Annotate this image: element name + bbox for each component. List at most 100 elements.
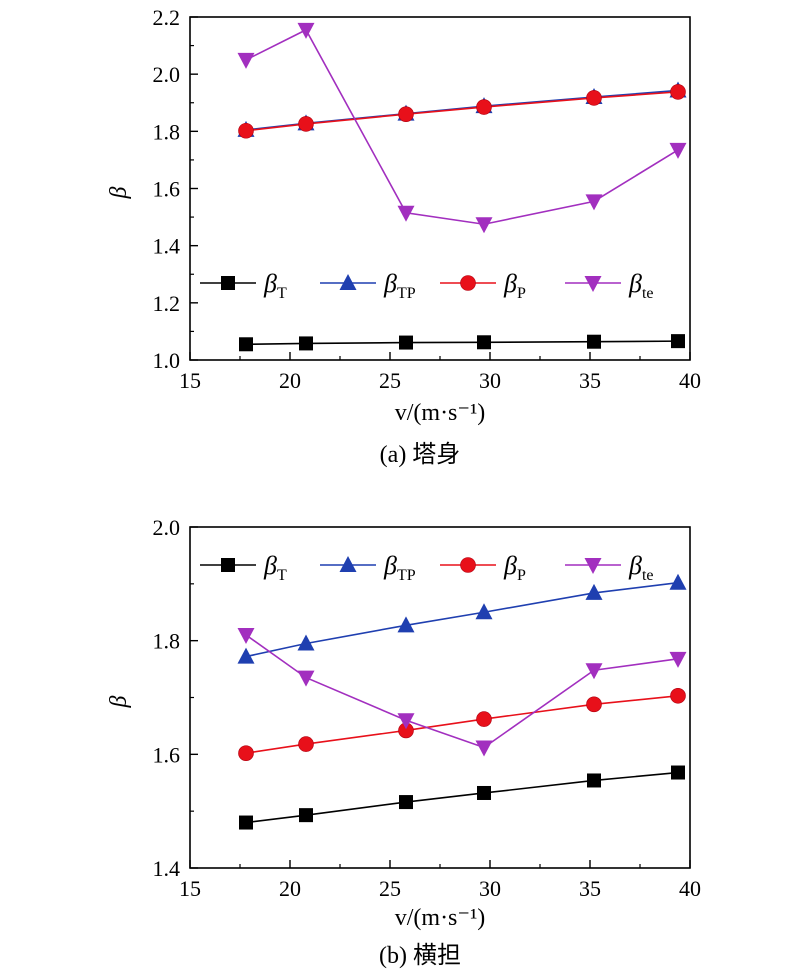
chart-b-point-p bbox=[298, 736, 314, 752]
chart-b-x-tick-label: 25 bbox=[379, 876, 401, 901]
chart-b-point-tp bbox=[669, 573, 687, 590]
chart-a-point-te bbox=[475, 217, 493, 234]
chart-b-legend-symbol: β bbox=[263, 551, 277, 580]
chart-a-point-te bbox=[297, 22, 315, 39]
chart-b-point-te bbox=[585, 663, 603, 680]
chart-b-point-t bbox=[399, 795, 413, 810]
chart-a-legend-subscript: TP bbox=[397, 285, 416, 302]
chart-b-x-tick-label: 20 bbox=[279, 876, 301, 901]
chart-b-y-tick-label: 1.6 bbox=[153, 742, 181, 767]
chart-panel-a: 15 20 25 30 35 40 1.0 1.2 1.4 1.6 1.8 2.0 2.2 β v/(m·s… bbox=[106, 5, 701, 468]
chart-a-y-tick-label: 2.2 bbox=[153, 5, 181, 30]
chart-b-legend-label: βT bbox=[263, 551, 287, 584]
chart-b-legend-marker bbox=[339, 556, 357, 572]
chart-b-x-tick-label: 15 bbox=[179, 876, 201, 901]
chart-b-point-t bbox=[587, 773, 601, 788]
chart-a-x-axis-title: v/(m·s⁻¹) bbox=[395, 400, 486, 426]
chart-a-point-p bbox=[476, 99, 492, 115]
chart-b-legend-item-t: βT bbox=[200, 551, 287, 584]
chart-a-caption: (a) 塔身 bbox=[380, 441, 461, 468]
chart-a-point-t bbox=[239, 337, 253, 352]
chart-a-legend-symbol: β bbox=[263, 269, 277, 298]
chart-a-point-t bbox=[587, 334, 601, 349]
chart-b-x-axis-title: v/(m·s⁻¹) bbox=[395, 905, 486, 931]
chart-b-legend-label: βte bbox=[628, 551, 654, 584]
chart-a-legend-marker bbox=[460, 275, 476, 291]
chart-a-legend-symbol: β bbox=[503, 269, 517, 298]
chart-b-point-t bbox=[239, 815, 253, 830]
chart-a-legend-symbol: β bbox=[628, 269, 642, 298]
chart-b-legend-symbol: β bbox=[383, 551, 397, 580]
chart-b-x-tick-label: 40 bbox=[679, 876, 701, 901]
chart-b-point-te bbox=[669, 651, 687, 668]
chart-b-point-t bbox=[671, 765, 685, 780]
chart-b-y-tick-label: 1.4 bbox=[153, 856, 181, 881]
chart-a-point-t bbox=[299, 336, 313, 351]
chart-b-legend-subscript: te bbox=[642, 567, 654, 584]
chart-a-point-te bbox=[669, 142, 687, 159]
chart-b-legend-symbol: β bbox=[503, 551, 517, 580]
chart-a-legend-marker bbox=[339, 274, 357, 290]
chart-a-legend-label: βTP bbox=[383, 269, 416, 302]
chart-a-legend-item-te: βte bbox=[565, 269, 654, 302]
chart-a-point-p bbox=[398, 106, 414, 122]
chart-b-point-tp bbox=[397, 616, 415, 633]
chart-b-legend-item-te: βte bbox=[565, 551, 654, 584]
chart-a-point-te bbox=[585, 194, 603, 211]
chart-a-x-tick-label: 35 bbox=[579, 368, 601, 393]
chart-b-legend-marker bbox=[221, 558, 235, 572]
chart-a-series-line-t bbox=[245, 340, 679, 346]
chart-b-legend-symbol: β bbox=[628, 551, 642, 580]
chart-b-series-line-tp bbox=[245, 581, 679, 658]
chart-a-point-t bbox=[399, 335, 413, 350]
chart-a-point-t bbox=[671, 334, 685, 349]
chart-b-legend-item-tp: βTP bbox=[320, 551, 416, 584]
chart-a-point-p bbox=[586, 90, 602, 106]
chart-a-y-tick-label: 1.2 bbox=[153, 291, 181, 316]
chart-a-x-tick-label: 15 bbox=[179, 368, 201, 393]
chart-b-point-t bbox=[477, 785, 491, 800]
chart-b-legend-subscript: T bbox=[277, 567, 287, 584]
chart-b-y-tick-label: 2.0 bbox=[153, 515, 181, 540]
chart-a-legend-subscript: te bbox=[642, 285, 654, 302]
chart-a-legend-subscript: T bbox=[277, 285, 287, 302]
chart-a-legend-item-t: βT bbox=[200, 269, 287, 302]
chart-b-legend-marker bbox=[460, 557, 476, 573]
chart-a-y-tick-label: 1.4 bbox=[153, 234, 181, 259]
chart-a-point-p bbox=[238, 122, 254, 139]
chart-b-series-line-t bbox=[245, 771, 679, 824]
chart-b-point-te bbox=[475, 740, 493, 757]
chart-b-point-tp bbox=[585, 583, 603, 600]
chart-a-y-tick-label: 1.0 bbox=[153, 348, 181, 373]
chart-a-legend-label: βT bbox=[263, 269, 287, 302]
chart-a-y-tick-label: 1.8 bbox=[153, 119, 181, 144]
chart-a-legend-label: βte bbox=[628, 269, 654, 302]
chart-panel-b: 15 20 25 30 35 40 1.4 1.6 1.8 2.0 β v/(m·s⁻¹) (b) 横担… bbox=[106, 515, 701, 969]
chart-a-legend-marker bbox=[221, 276, 235, 290]
chart-a-legend-subscript: P bbox=[517, 285, 526, 302]
chart-a-series-line-te bbox=[245, 28, 679, 226]
chart-b-y-axis-title: β bbox=[106, 695, 132, 708]
chart-a-y-axis-title: β bbox=[106, 186, 132, 199]
chart-b-point-tp bbox=[237, 647, 255, 664]
chart-b-legend-subscript: TP bbox=[397, 567, 416, 584]
chart-b-x-tick-label: 30 bbox=[479, 876, 501, 901]
chart-b-legend-label: βTP bbox=[383, 551, 416, 584]
chart-b-legend-marker bbox=[584, 558, 602, 574]
chart-a-point-p bbox=[298, 116, 314, 132]
chart-a-legend-marker bbox=[584, 276, 602, 292]
chart-a-point-te bbox=[397, 205, 415, 222]
chart-b-point-p bbox=[476, 711, 492, 727]
chart-a-y-tick-label: 1.6 bbox=[153, 177, 181, 202]
chart-a-legend-symbol: β bbox=[383, 269, 397, 298]
chart-b-legend-label: βP bbox=[503, 551, 526, 584]
chart-b-series-line-p bbox=[245, 694, 679, 754]
chart-a-series-line-p bbox=[245, 91, 679, 132]
chart-a-legend-item-tp: βTP bbox=[320, 269, 416, 302]
chart-a-legend-item-p: βP bbox=[440, 269, 526, 302]
chart-b-point-p bbox=[670, 687, 686, 704]
chart-a-x-tick-label: 30 bbox=[479, 368, 501, 393]
chart-a-point-te bbox=[237, 52, 255, 69]
chart-b-y-tick-label: 1.8 bbox=[153, 629, 181, 654]
